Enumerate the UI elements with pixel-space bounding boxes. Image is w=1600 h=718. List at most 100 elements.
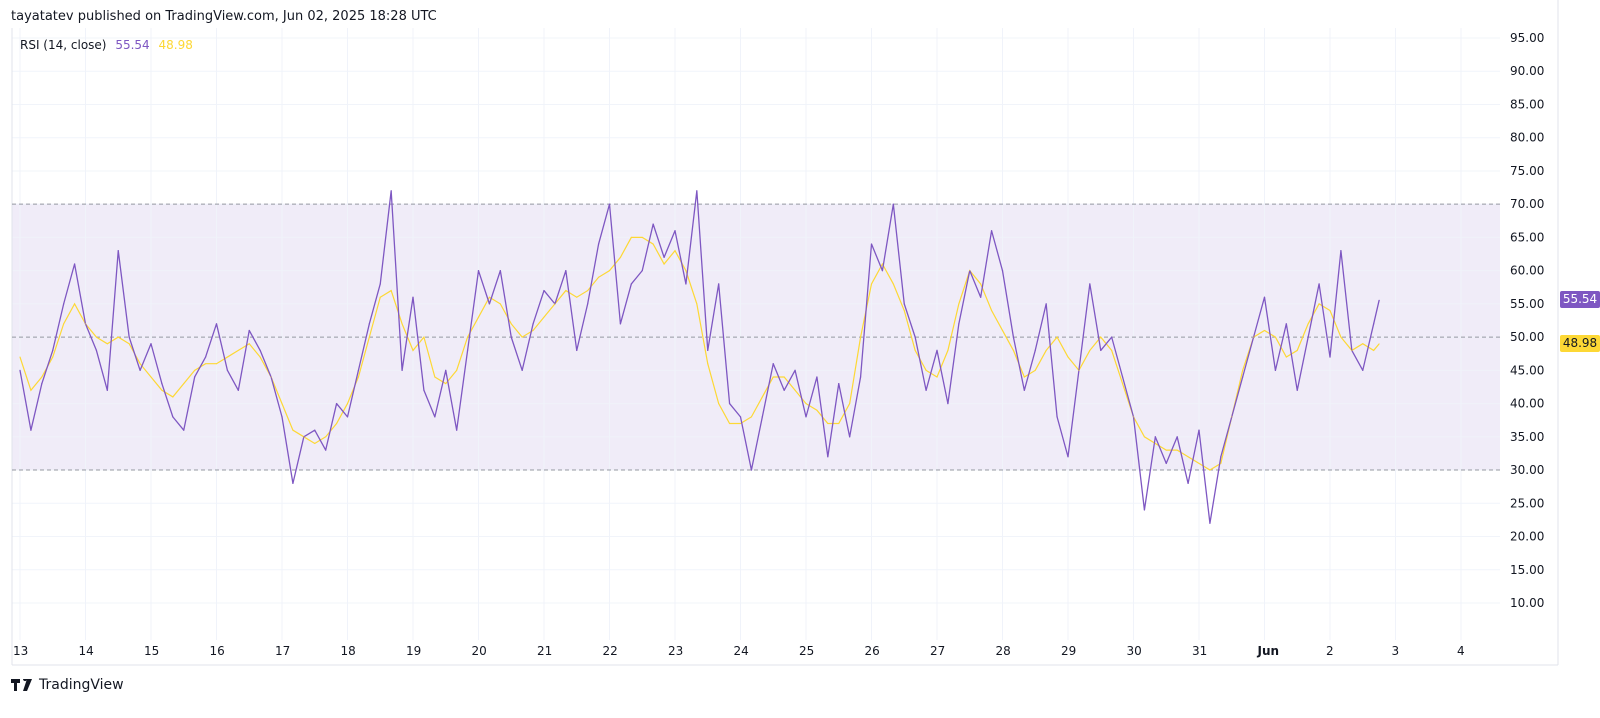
x-tick-label: 13 xyxy=(13,644,28,658)
ma-point xyxy=(1318,303,1320,305)
ma-point xyxy=(554,303,556,305)
ma-point xyxy=(368,336,370,338)
rsi-point xyxy=(1373,323,1375,325)
rsi-point xyxy=(1121,376,1124,378)
rsi-point xyxy=(292,482,294,484)
y-tick-label: 60.00 xyxy=(1510,264,1544,278)
rsi-point xyxy=(619,323,622,325)
ma-point xyxy=(903,310,905,312)
ma-point xyxy=(19,356,21,358)
x-tick-label: 19 xyxy=(406,644,421,658)
x-tick-label: 21 xyxy=(537,644,552,658)
rsi-point xyxy=(226,369,229,371)
rsi-point xyxy=(150,343,152,345)
ma-point xyxy=(85,323,86,325)
rsi-point xyxy=(1089,283,1091,285)
ma-point xyxy=(827,423,829,425)
rsi-point xyxy=(718,283,720,285)
rsi-point xyxy=(739,416,742,418)
rsi-point xyxy=(1220,456,1222,458)
ma-point xyxy=(139,363,141,365)
rsi-point xyxy=(914,336,916,338)
ma-point xyxy=(991,310,993,312)
rsi-point xyxy=(663,256,665,258)
y-tick-label: 25.00 xyxy=(1510,496,1544,510)
ma-point xyxy=(1023,376,1025,378)
rsi-point xyxy=(936,349,938,352)
ma-point xyxy=(838,423,840,425)
ma-point xyxy=(609,270,610,272)
x-tick-label: 22 xyxy=(603,644,618,658)
rsi-point xyxy=(1111,336,1113,338)
ma-point xyxy=(1176,449,1178,451)
rsi-point xyxy=(587,303,589,305)
ma-point xyxy=(772,376,774,378)
ma-point xyxy=(958,303,960,305)
ma-point xyxy=(652,243,654,245)
ma-point xyxy=(1111,349,1113,351)
ma-point xyxy=(543,316,545,318)
ma-point xyxy=(1165,449,1167,451)
ma-point xyxy=(1362,343,1364,345)
ma-point xyxy=(259,356,261,358)
rsi-last-value-tag: 55.54 xyxy=(1560,291,1600,309)
y-tick-label: 65.00 xyxy=(1510,230,1544,244)
ma-point xyxy=(281,403,283,405)
rsi-point xyxy=(325,449,327,451)
rsi-point xyxy=(456,429,458,431)
rsi-point xyxy=(390,190,392,192)
rsi-point xyxy=(95,349,98,352)
series-group xyxy=(19,190,1380,524)
ma-point xyxy=(1012,349,1014,351)
rsi-point xyxy=(805,416,807,418)
rsi-point xyxy=(499,270,501,272)
ma-point xyxy=(1264,329,1265,331)
rsi-point xyxy=(696,190,698,192)
rsi-point xyxy=(881,270,884,272)
x-tick-label: 17 xyxy=(275,644,290,658)
ma-point xyxy=(1122,383,1124,385)
ma-point xyxy=(750,416,752,418)
rsi-point xyxy=(19,369,21,371)
ma-point xyxy=(216,363,217,365)
x-tick-label: 30 xyxy=(1127,644,1142,658)
y-tick-label: 55.00 xyxy=(1510,297,1544,311)
ma-point xyxy=(401,323,403,325)
ma-point xyxy=(598,276,600,278)
tradingview-logo[interactable]: TradingView xyxy=(11,677,124,693)
ma-point xyxy=(1045,349,1047,351)
ma-point xyxy=(347,403,348,405)
y-tick-label: 45.00 xyxy=(1510,363,1544,377)
rsi-point xyxy=(1242,376,1244,378)
tradingview-logo-icon xyxy=(11,679,32,691)
rsi-point xyxy=(52,349,54,352)
ma-point xyxy=(412,349,414,351)
ma-point xyxy=(674,250,676,252)
ma-last-value-tag: 48.98 xyxy=(1560,334,1600,352)
ma-point xyxy=(641,236,643,238)
y-tick-label: 35.00 xyxy=(1510,430,1544,444)
ma-point xyxy=(1089,349,1091,351)
rsi-point xyxy=(761,416,763,418)
ma-point xyxy=(1198,462,1200,464)
y-tick-label: 80.00 xyxy=(1510,131,1544,145)
rsi-point xyxy=(30,429,32,431)
x-tick-label: 15 xyxy=(144,644,159,658)
rsi-point xyxy=(1340,250,1342,252)
ma-point xyxy=(248,343,250,345)
ma-point xyxy=(1209,469,1211,471)
ma-point xyxy=(205,363,207,365)
ma-point xyxy=(1373,349,1375,351)
indicator-legend[interactable]: RSI (14, close) 55.54 48.98 xyxy=(20,38,198,52)
rsi-point xyxy=(827,456,829,458)
rsi-point xyxy=(707,349,709,352)
x-tick-label: 27 xyxy=(930,644,945,658)
y-tick-label: 75.00 xyxy=(1510,164,1544,178)
ma-point xyxy=(270,376,272,378)
rsi-point xyxy=(608,203,611,205)
rsi-point xyxy=(674,230,676,232)
rsi-point xyxy=(597,243,600,245)
rsi-point xyxy=(117,250,119,252)
ma-point xyxy=(1056,336,1058,338)
